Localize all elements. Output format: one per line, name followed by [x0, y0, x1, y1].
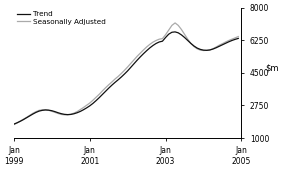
Legend: Trend, Seasonally Adjusted: Trend, Seasonally Adjusted — [18, 11, 106, 25]
Y-axis label: $m: $m — [265, 64, 279, 73]
